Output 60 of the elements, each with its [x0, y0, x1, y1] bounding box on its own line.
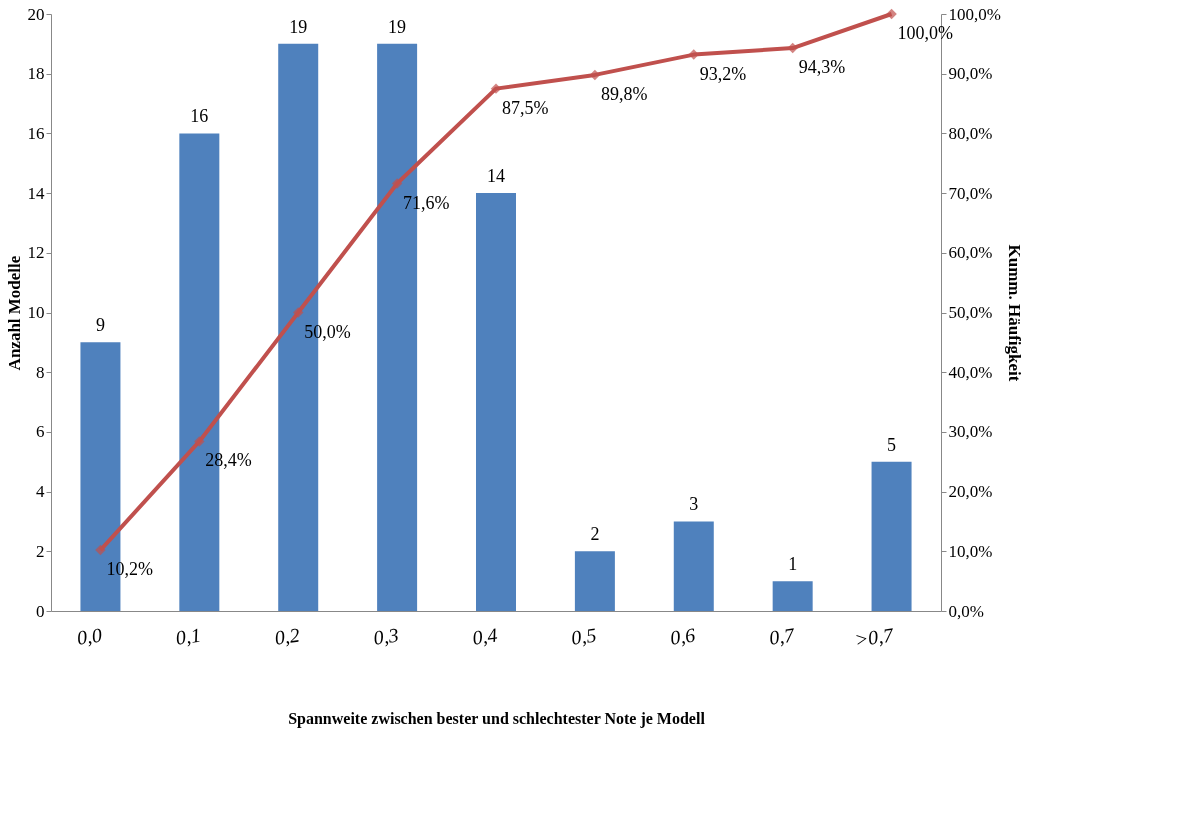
y-tick-label: 12: [27, 243, 45, 263]
x-tick-label: >0,7: [853, 623, 896, 651]
data-label: 87,5%: [502, 97, 549, 118]
point: [787, 42, 798, 54]
data-label: 19: [388, 16, 407, 37]
y2-tick-label: 20,0%: [948, 482, 993, 502]
y-tick-label: 10: [27, 303, 45, 322]
data-label: 9: [95, 315, 105, 336]
y-tick-label: 20: [27, 4, 45, 24]
data-label: 14: [487, 166, 505, 187]
y2-axis-title: Kumm. Häufigkeit: [1004, 244, 1024, 382]
y2-tick-label: 40,0%: [948, 362, 993, 382]
data-label: 3: [689, 494, 699, 515]
y2-tick-label: 80,0%: [948, 123, 993, 143]
bar: [574, 551, 615, 611]
data-label: 94,3%: [798, 57, 846, 78]
x-tick-label: 0,0: [75, 623, 104, 649]
data-label: 16: [190, 106, 209, 127]
y-tick-label: 4: [36, 482, 45, 502]
data-label: 2: [590, 524, 600, 545]
y-tick-label: 0: [36, 601, 45, 621]
data-label: 19: [289, 16, 308, 37]
y-tick-label: 6: [36, 422, 45, 442]
y-tick-label: 14: [27, 183, 45, 203]
data-label: 93,2%: [699, 63, 747, 84]
y-tick-label: 8: [36, 362, 45, 382]
data-label: 5: [887, 434, 897, 455]
y-tick-label: 16: [27, 123, 45, 143]
x-tick-label: 0,4: [470, 623, 499, 649]
data-label: 1: [788, 554, 798, 575]
x-tick-label: 0,6: [668, 623, 697, 649]
x-tick-label: 0,5: [569, 623, 598, 649]
point: [194, 436, 205, 447]
bar: [871, 461, 912, 611]
point: [589, 69, 601, 81]
data-label: 100,0%: [897, 23, 954, 43]
y2-tick-label: 60,0%: [948, 243, 993, 263]
y2-tick-label: 100,0%: [948, 4, 1001, 24]
x-axis-title: Spannweite zwischen bester und schlechtester Note je Modell: [288, 709, 706, 728]
y-axis-title: Anzahl Modelle: [4, 255, 24, 371]
y2-tick-label: 50,0%: [948, 303, 993, 322]
point: [292, 307, 304, 318]
x-tick-label: 0,3: [372, 623, 400, 649]
point: [886, 8, 897, 20]
x-tick-label: 0,7: [767, 623, 797, 649]
bar: [476, 193, 516, 611]
x-tick-label: 0,2: [273, 623, 302, 649]
bar: [673, 521, 714, 611]
y2-tick-label: 0,0%: [948, 601, 984, 621]
y-tick-label: 18: [27, 64, 45, 84]
y2-tick-label: 70,0%: [948, 183, 993, 203]
y-tick-label: 2: [36, 541, 45, 561]
y2-tick-label: 30,0%: [948, 422, 993, 442]
point: [391, 178, 403, 189]
point: [95, 544, 106, 556]
y2-tick-label: 10,0%: [948, 541, 993, 561]
x-tick-label: 0,1: [174, 623, 203, 649]
data-label: 89,8%: [600, 83, 648, 104]
bar: [772, 581, 813, 611]
y2-tick-label: 90,0%: [948, 64, 993, 84]
